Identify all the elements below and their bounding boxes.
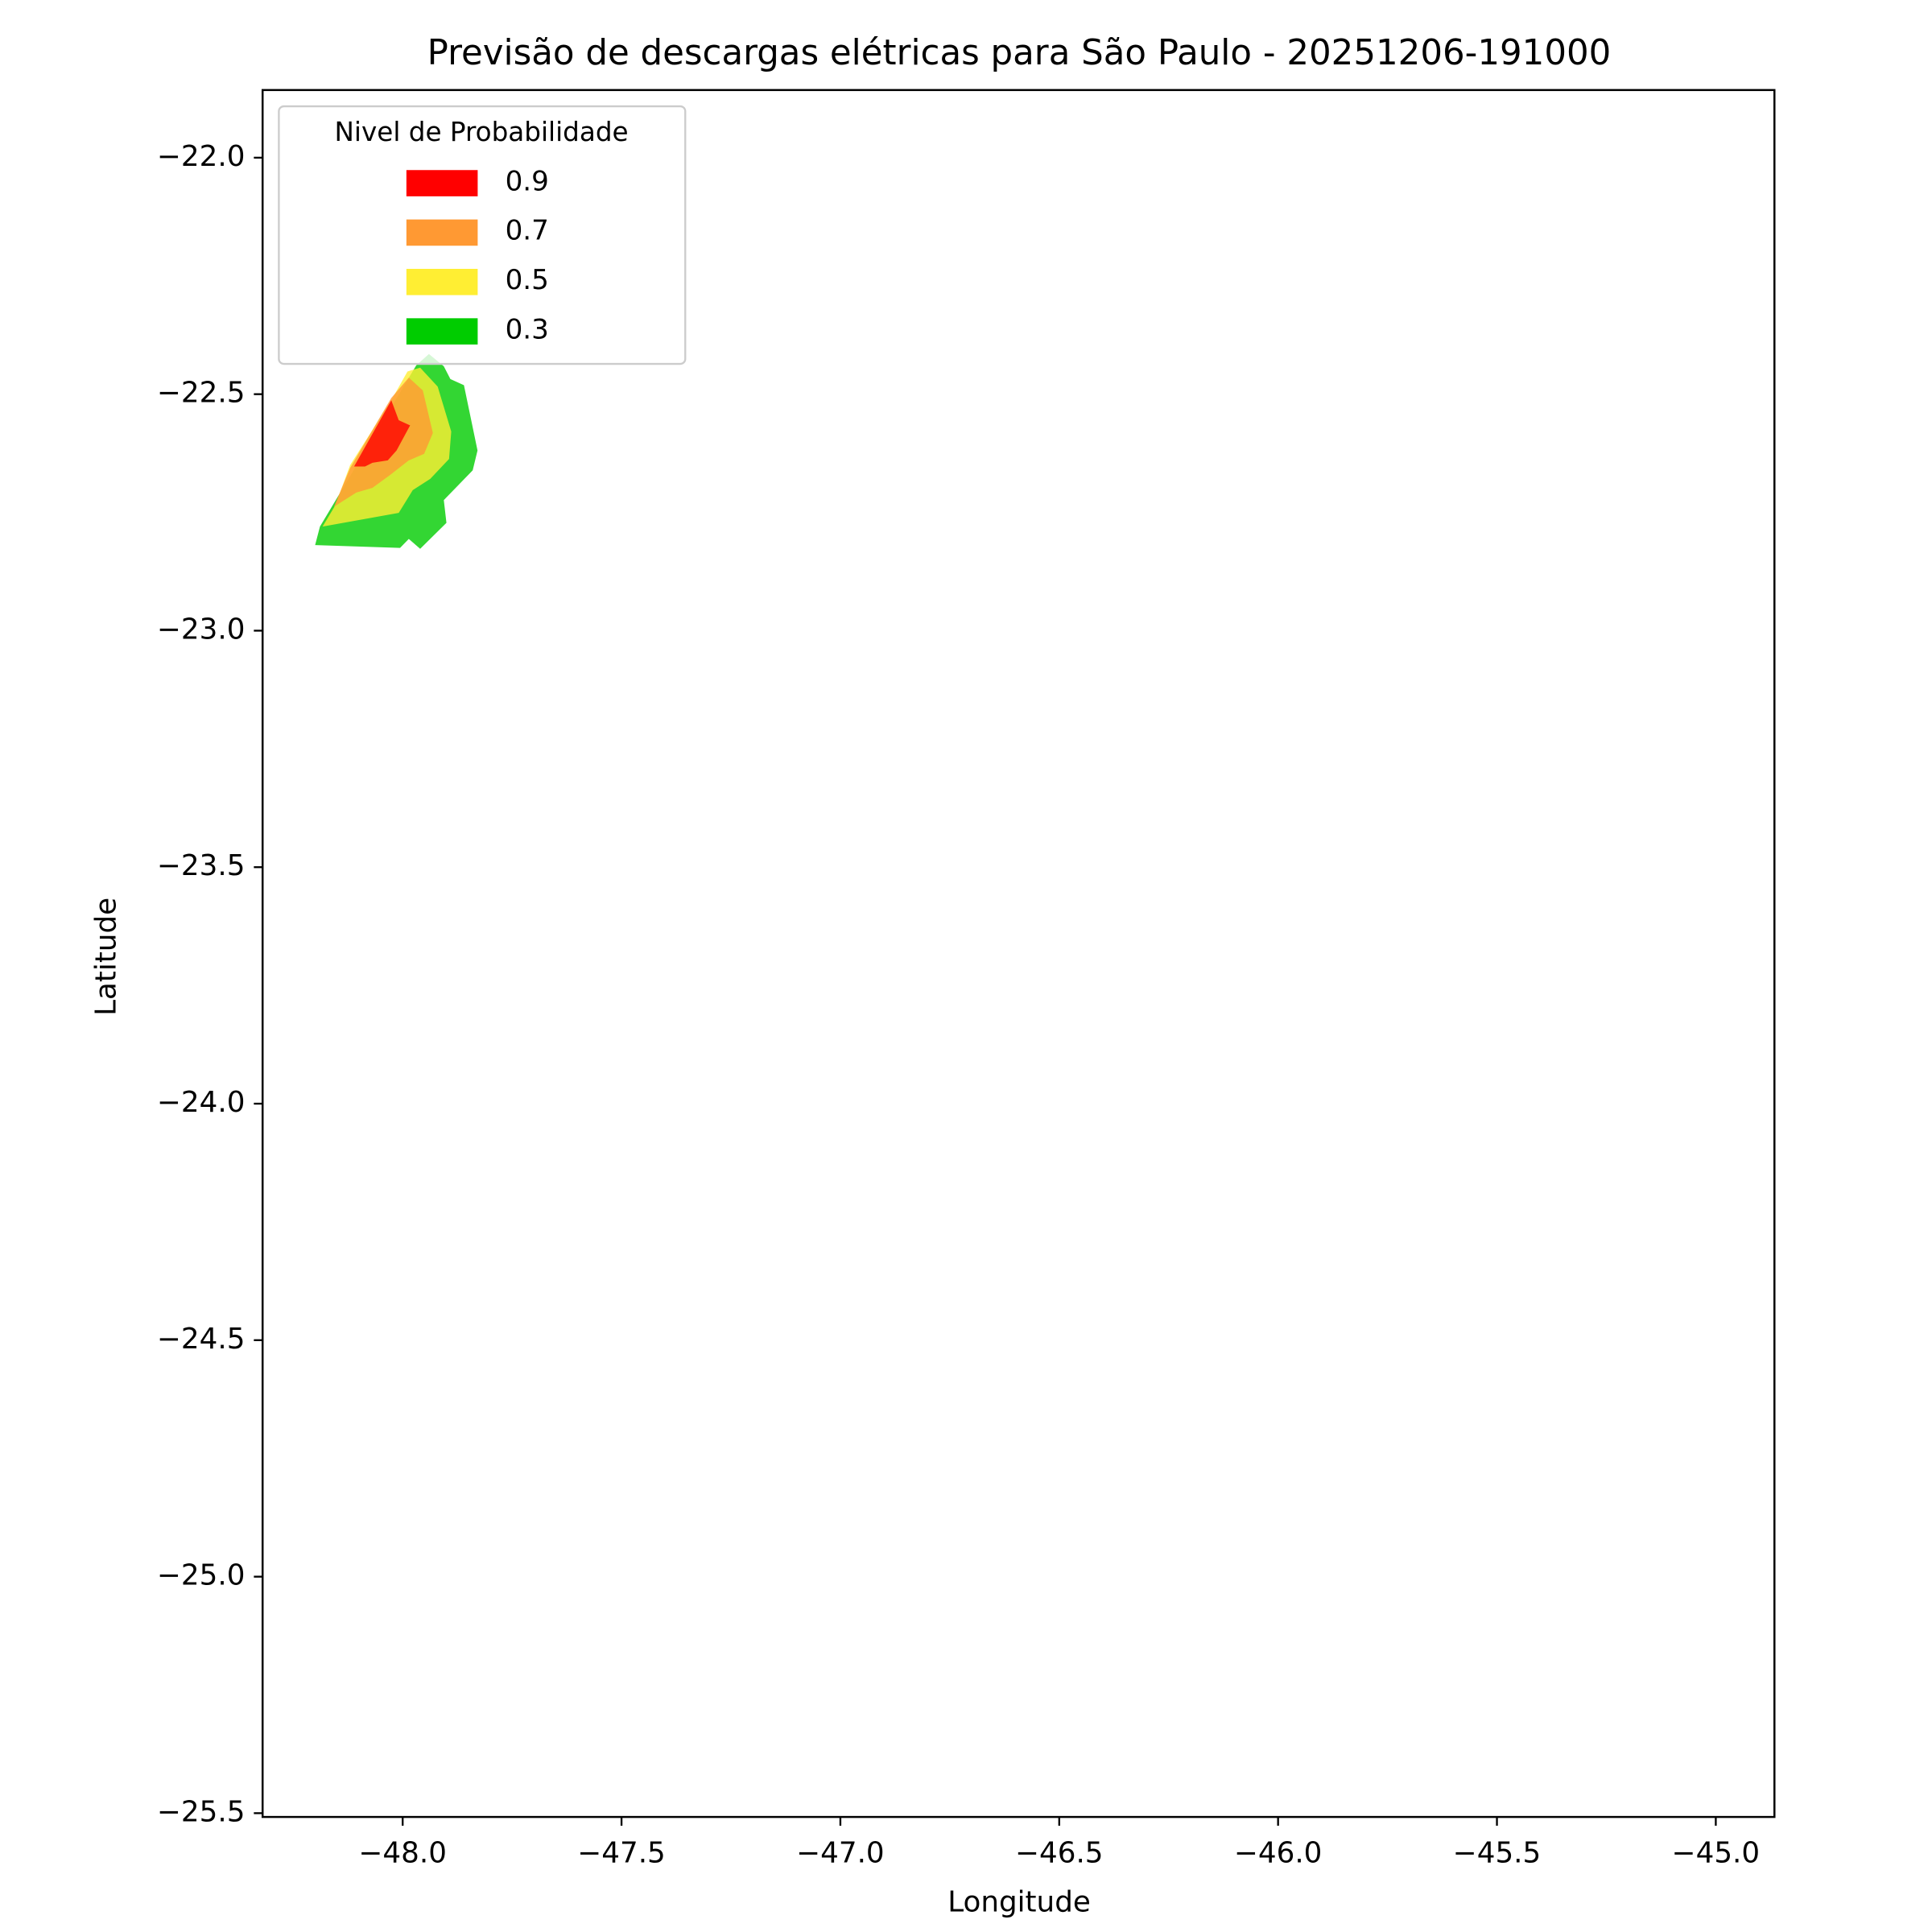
legend-swatch <box>406 219 478 246</box>
x-tick-label: −48.0 <box>358 1837 446 1870</box>
x-tick-label: −46.5 <box>1015 1837 1103 1870</box>
legend-label: 0.9 <box>506 165 549 197</box>
y-tick-label: −25.0 <box>157 1559 245 1592</box>
legend-box <box>278 105 687 365</box>
y-tick-label: −25.5 <box>157 1795 245 1828</box>
plot-frame <box>261 89 1776 1818</box>
y-tick-label: −23.5 <box>157 849 245 882</box>
x-tick-label: −45.5 <box>1453 1837 1541 1870</box>
x-axis-label: Longitude <box>947 1885 1091 1918</box>
x-tick-label: −47.5 <box>577 1837 665 1870</box>
y-tick-label: −23.0 <box>157 613 245 646</box>
legend-label: 0.5 <box>506 264 549 296</box>
y-tick-label: −24.5 <box>157 1323 245 1356</box>
legend-title: Nivel de Probabilidade <box>335 117 629 147</box>
x-tick-label: −45.0 <box>1672 1837 1760 1870</box>
x-tick-label: −47.0 <box>796 1837 884 1870</box>
chart-title: Previsão de descargas elétricas para São… <box>427 33 1612 73</box>
legend-swatch <box>406 318 478 345</box>
legend: Nivel de Probabilidade 0.9 0.7 0.5 0.3 <box>278 105 687 365</box>
y-axis-label: Latitude <box>90 898 123 1016</box>
legend-label: 0.7 <box>506 215 549 247</box>
legend-swatch <box>406 170 478 196</box>
contour-region <box>353 400 411 467</box>
x-tick-label: −46.0 <box>1234 1837 1322 1870</box>
y-tick-label: −22.5 <box>157 377 245 410</box>
legend-swatch <box>406 268 478 295</box>
legend-label: 0.3 <box>506 313 549 345</box>
y-tick-label: −22.0 <box>157 140 245 173</box>
y-tick-label: −24.0 <box>157 1086 245 1119</box>
